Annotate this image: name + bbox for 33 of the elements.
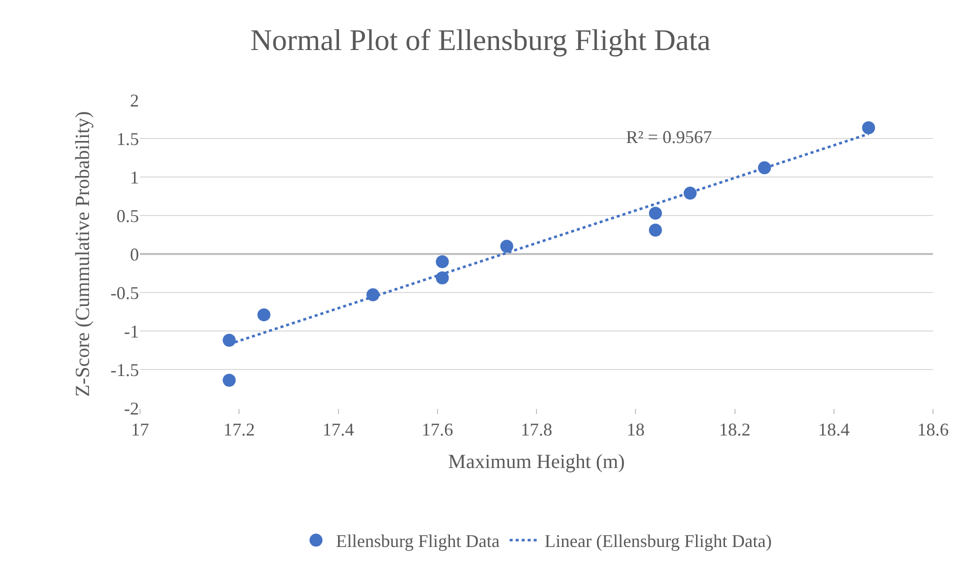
point bbox=[436, 255, 449, 268]
y-tick-label: 0 bbox=[130, 244, 139, 264]
x-tick-label: 18.4 bbox=[818, 420, 850, 440]
y-tick-label: -1 bbox=[124, 321, 139, 342]
x-tick-label: 17.6 bbox=[422, 420, 454, 440]
point bbox=[862, 121, 876, 134]
y-axis-title: Z-Score (Cummulative Probability) bbox=[72, 111, 94, 397]
x-tick-label: 18.6 bbox=[917, 420, 949, 440]
x-tick-label: 17.2 bbox=[223, 420, 255, 440]
x-tick-label: 17.8 bbox=[520, 420, 552, 440]
y-tick-label: 1 bbox=[130, 167, 139, 188]
chart-title: Normal Plot of Ellensburg Flight Data bbox=[250, 24, 711, 57]
y-tick-label: -2 bbox=[124, 398, 139, 418]
x-tick-label: 17 bbox=[131, 420, 149, 440]
y-tick-label: -1.5 bbox=[110, 360, 139, 380]
x-axis-title: Maximum Height (m) bbox=[448, 451, 625, 474]
point bbox=[648, 224, 662, 237]
legend-label: Ellensburg Flight Data bbox=[336, 531, 500, 552]
x-tick-label: 17.4 bbox=[322, 420, 354, 440]
point bbox=[436, 271, 449, 284]
point bbox=[222, 334, 236, 347]
point bbox=[500, 240, 514, 253]
y-tick-label: 0.5 bbox=[116, 206, 139, 226]
y-tick-label: 1.5 bbox=[116, 128, 139, 149]
y-tick-label: 2 bbox=[130, 90, 139, 110]
annotation: R² = 0.9567 bbox=[626, 127, 712, 147]
legend-label: Linear (Ellensburg Flight Data) bbox=[544, 531, 772, 552]
point bbox=[257, 308, 270, 322]
y-tick-label: -0.5 bbox=[110, 282, 139, 303]
point bbox=[222, 374, 236, 387]
point bbox=[648, 206, 662, 220]
x-tick-label: 18.2 bbox=[719, 420, 750, 440]
x-tick-label: 18 bbox=[626, 420, 645, 440]
